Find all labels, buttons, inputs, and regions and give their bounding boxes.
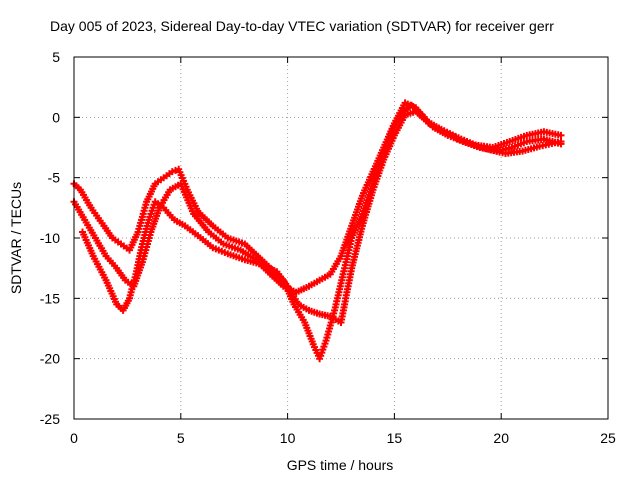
x-tick-label: 0 bbox=[70, 430, 78, 446]
y-tick-label: -20 bbox=[40, 351, 60, 367]
x-tick-label: 10 bbox=[280, 430, 296, 446]
data-point bbox=[557, 131, 565, 139]
x-tick-label: 5 bbox=[177, 430, 185, 446]
y-tick-label: -15 bbox=[40, 290, 60, 306]
y-tick-label: 0 bbox=[52, 109, 60, 125]
y-axis-title: SDTVAR / TECUs bbox=[8, 182, 24, 294]
x-axis-title: GPS time / hours bbox=[287, 457, 394, 473]
tick-layer: 0 5 10 15 20 25 5 0 -5 -10 -15 -20 -25 bbox=[40, 49, 616, 446]
data-point bbox=[557, 137, 565, 145]
y-tick-label: 5 bbox=[52, 49, 60, 65]
series-track-c-markers bbox=[79, 107, 565, 326]
x-tick-label: 25 bbox=[600, 430, 616, 446]
y-tick-label: -25 bbox=[40, 411, 60, 427]
y-tick-label: -5 bbox=[48, 170, 61, 186]
chart-title: Day 005 of 2023, Sidereal Day-to-day VTE… bbox=[50, 18, 554, 34]
y-tick-label: -10 bbox=[40, 230, 60, 246]
x-tick-label: 20 bbox=[493, 430, 509, 446]
x-tick-label: 15 bbox=[387, 430, 403, 446]
series-layer bbox=[70, 99, 565, 363]
